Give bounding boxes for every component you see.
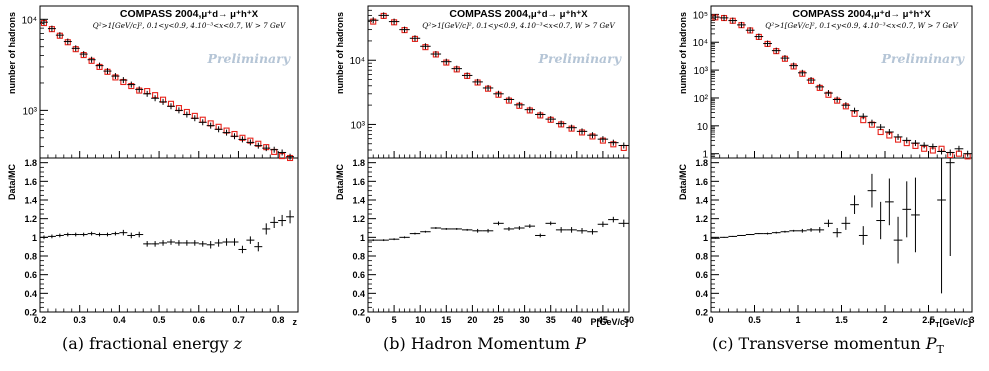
bottom-y-tick-label: 0.8 (24, 252, 37, 262)
bottom-y-tick-label: 1.2 (24, 214, 37, 224)
mc-point (955, 150, 963, 157)
top-ylabel: number of hadrons (678, 12, 688, 94)
chart-subtitle: Q²>1[GeV/c]², 0.1<y<0.9, 4.10⁻³<x<0.7, W… (93, 21, 286, 30)
xlabel: PT[GeV/c] (929, 317, 971, 329)
x-tick-label: 0 (708, 315, 713, 325)
x-tick-label: 40 (572, 315, 582, 325)
bottom-y-tick-label: 1.4 (695, 196, 708, 206)
bottom-y-tick-label: 0.6 (24, 270, 37, 280)
bottom-y-tick-label: 1.4 (352, 196, 365, 206)
x-tick-label: 1 (795, 315, 800, 325)
mc-point (877, 128, 884, 136)
bottom-frame (367, 157, 630, 313)
bottom-y-tick-label: 1 (360, 233, 365, 243)
x-tick-label: 30 (520, 315, 530, 325)
top-y-tick-label: 10⁴ (350, 56, 365, 67)
bottom-y-tick-label: 1.6 (24, 177, 37, 187)
x-tick-label: 0.5 (153, 315, 166, 325)
bottom-y-tick-label: 0.2 (24, 308, 37, 318)
top-y-tick-label: 10⁴ (22, 15, 37, 26)
x-tick-label: 1.5 (835, 315, 848, 325)
bottom-y-tick-label: 1 (703, 233, 708, 243)
bottom-y-tick-label: 1.6 (352, 177, 365, 187)
bottom-y-tick-label: 1.8 (24, 158, 37, 168)
x-tick-label: 25 (493, 315, 503, 325)
x-tick-label: 0.4 (113, 315, 126, 325)
bottom-frame (39, 157, 299, 313)
top-y-tick-label: 10⁵ (693, 10, 708, 21)
top-y-tick-label: 10³ (351, 120, 366, 131)
x-tick-label: 45 (598, 315, 608, 325)
x-tick-label: 50 (624, 315, 634, 325)
chart-b: 10³ 10⁴ 0.2 0.4 0.6 0.8 1 1.2 1.4 1.6 1.8 0 5 10 15 20 2… (335, 5, 634, 327)
chart-title: COMPASS 2004,μ⁺d→ μ⁺h⁺X (120, 8, 259, 20)
caption-b: (b) Hadron Momentum P (383, 334, 586, 353)
x-tick-label: 0 (365, 315, 370, 325)
top-y-tick-label: 10³ (23, 106, 38, 117)
bottom-y-tick-label: 1.6 (695, 177, 708, 187)
top-y-tick-label: 10² (694, 94, 709, 105)
preliminary-watermark: Preliminary (538, 51, 622, 66)
bottom-y-tick-label: 0.8 (352, 252, 365, 262)
bottom-y-tick-label: 0.2 (352, 308, 365, 318)
bottom-y-tick-label: 1.4 (24, 196, 37, 206)
chart-a: 10³ 10⁴ 0.2 0.4 0.6 0.8 1 1.2 1.4 1.6 1.8 0.2 0.3 0.4… (7, 5, 299, 327)
bottom-y-tick-label: 1.2 (352, 214, 365, 224)
preliminary-watermark: Preliminary (207, 51, 291, 66)
x-tick-label: 10 (415, 315, 425, 325)
bottom-y-tick-label: 0.6 (352, 270, 365, 280)
chart-title: COMPASS 2004,μ⁺d→ μ⁺h⁺X (792, 8, 931, 20)
chart-c: 11010²10³10⁴10⁵0.20.40.60.811.21.41.61.8… (678, 5, 975, 329)
x-tick-label: 3 (969, 315, 974, 325)
caption-a: (a) fractional energy z (62, 334, 243, 353)
x-tick-label: 2 (882, 315, 887, 325)
bottom-y-tick-label: 1.8 (352, 158, 365, 168)
x-tick-label: 0.6 (193, 315, 206, 325)
bottom-y-tick-label: 0.8 (695, 252, 708, 262)
bottom-y-tick-label: 1.8 (695, 158, 708, 168)
x-tick-label: 0.8 (272, 315, 285, 325)
xlabel: P[GeV/c] (590, 317, 628, 327)
x-tick-label: 5 (392, 315, 397, 325)
top-y-tick-label: 10³ (694, 66, 709, 77)
preliminary-watermark: Preliminary (881, 51, 965, 66)
x-tick-label: 15 (441, 315, 451, 325)
x-tick-label: 0.3 (73, 315, 86, 325)
chart-title: COMPASS 2004,μ⁺d→ μ⁺h⁺X (449, 8, 588, 20)
x-tick-label: 20 (467, 315, 477, 325)
top-y-tick-label: 10⁴ (693, 38, 708, 49)
bottom-y-tick-label: 0.2 (695, 308, 708, 318)
x-tick-label: 35 (546, 315, 556, 325)
top-ylabel: number of hadrons (7, 12, 17, 94)
bottom-y-tick-label: 1.2 (695, 214, 708, 224)
top-y-tick-label: 10 (697, 122, 709, 133)
bottom-y-tick-label: 0.4 (352, 289, 365, 299)
bottom-y-tick-label: 1 (32, 233, 37, 243)
bottom-y-tick-label: 0.4 (24, 289, 37, 299)
chart-subtitle: Q²>1[GeV/c]², 0.1<y<0.9, 4.10⁻³<x<0.7, W… (765, 21, 958, 30)
x-tick-label: 2.5 (922, 315, 935, 325)
bottom-ylabel: Data/MC (7, 164, 17, 201)
x-tick-label: 0.7 (232, 315, 245, 325)
bottom-y-tick-label: 0.4 (695, 289, 708, 299)
bottom-y-tick-label: 0.6 (695, 270, 708, 280)
top-ylabel: number of hadrons (335, 12, 345, 94)
top-y-tick-label: 1 (702, 150, 708, 161)
bottom-ylabel: Data/MC (335, 164, 345, 201)
xlabel: z (293, 317, 298, 327)
x-tick-label: 0.2 (34, 315, 47, 325)
caption-c: (c) Transverse momentun PT (712, 334, 944, 357)
bottom-ylabel: Data/MC (678, 164, 688, 201)
chart-subtitle: Q²>1[GeV/c]², 0.1<y<0.9, 4.10⁻³<x<0.7, W… (422, 21, 615, 30)
x-tick-label: 0.5 (748, 315, 761, 325)
